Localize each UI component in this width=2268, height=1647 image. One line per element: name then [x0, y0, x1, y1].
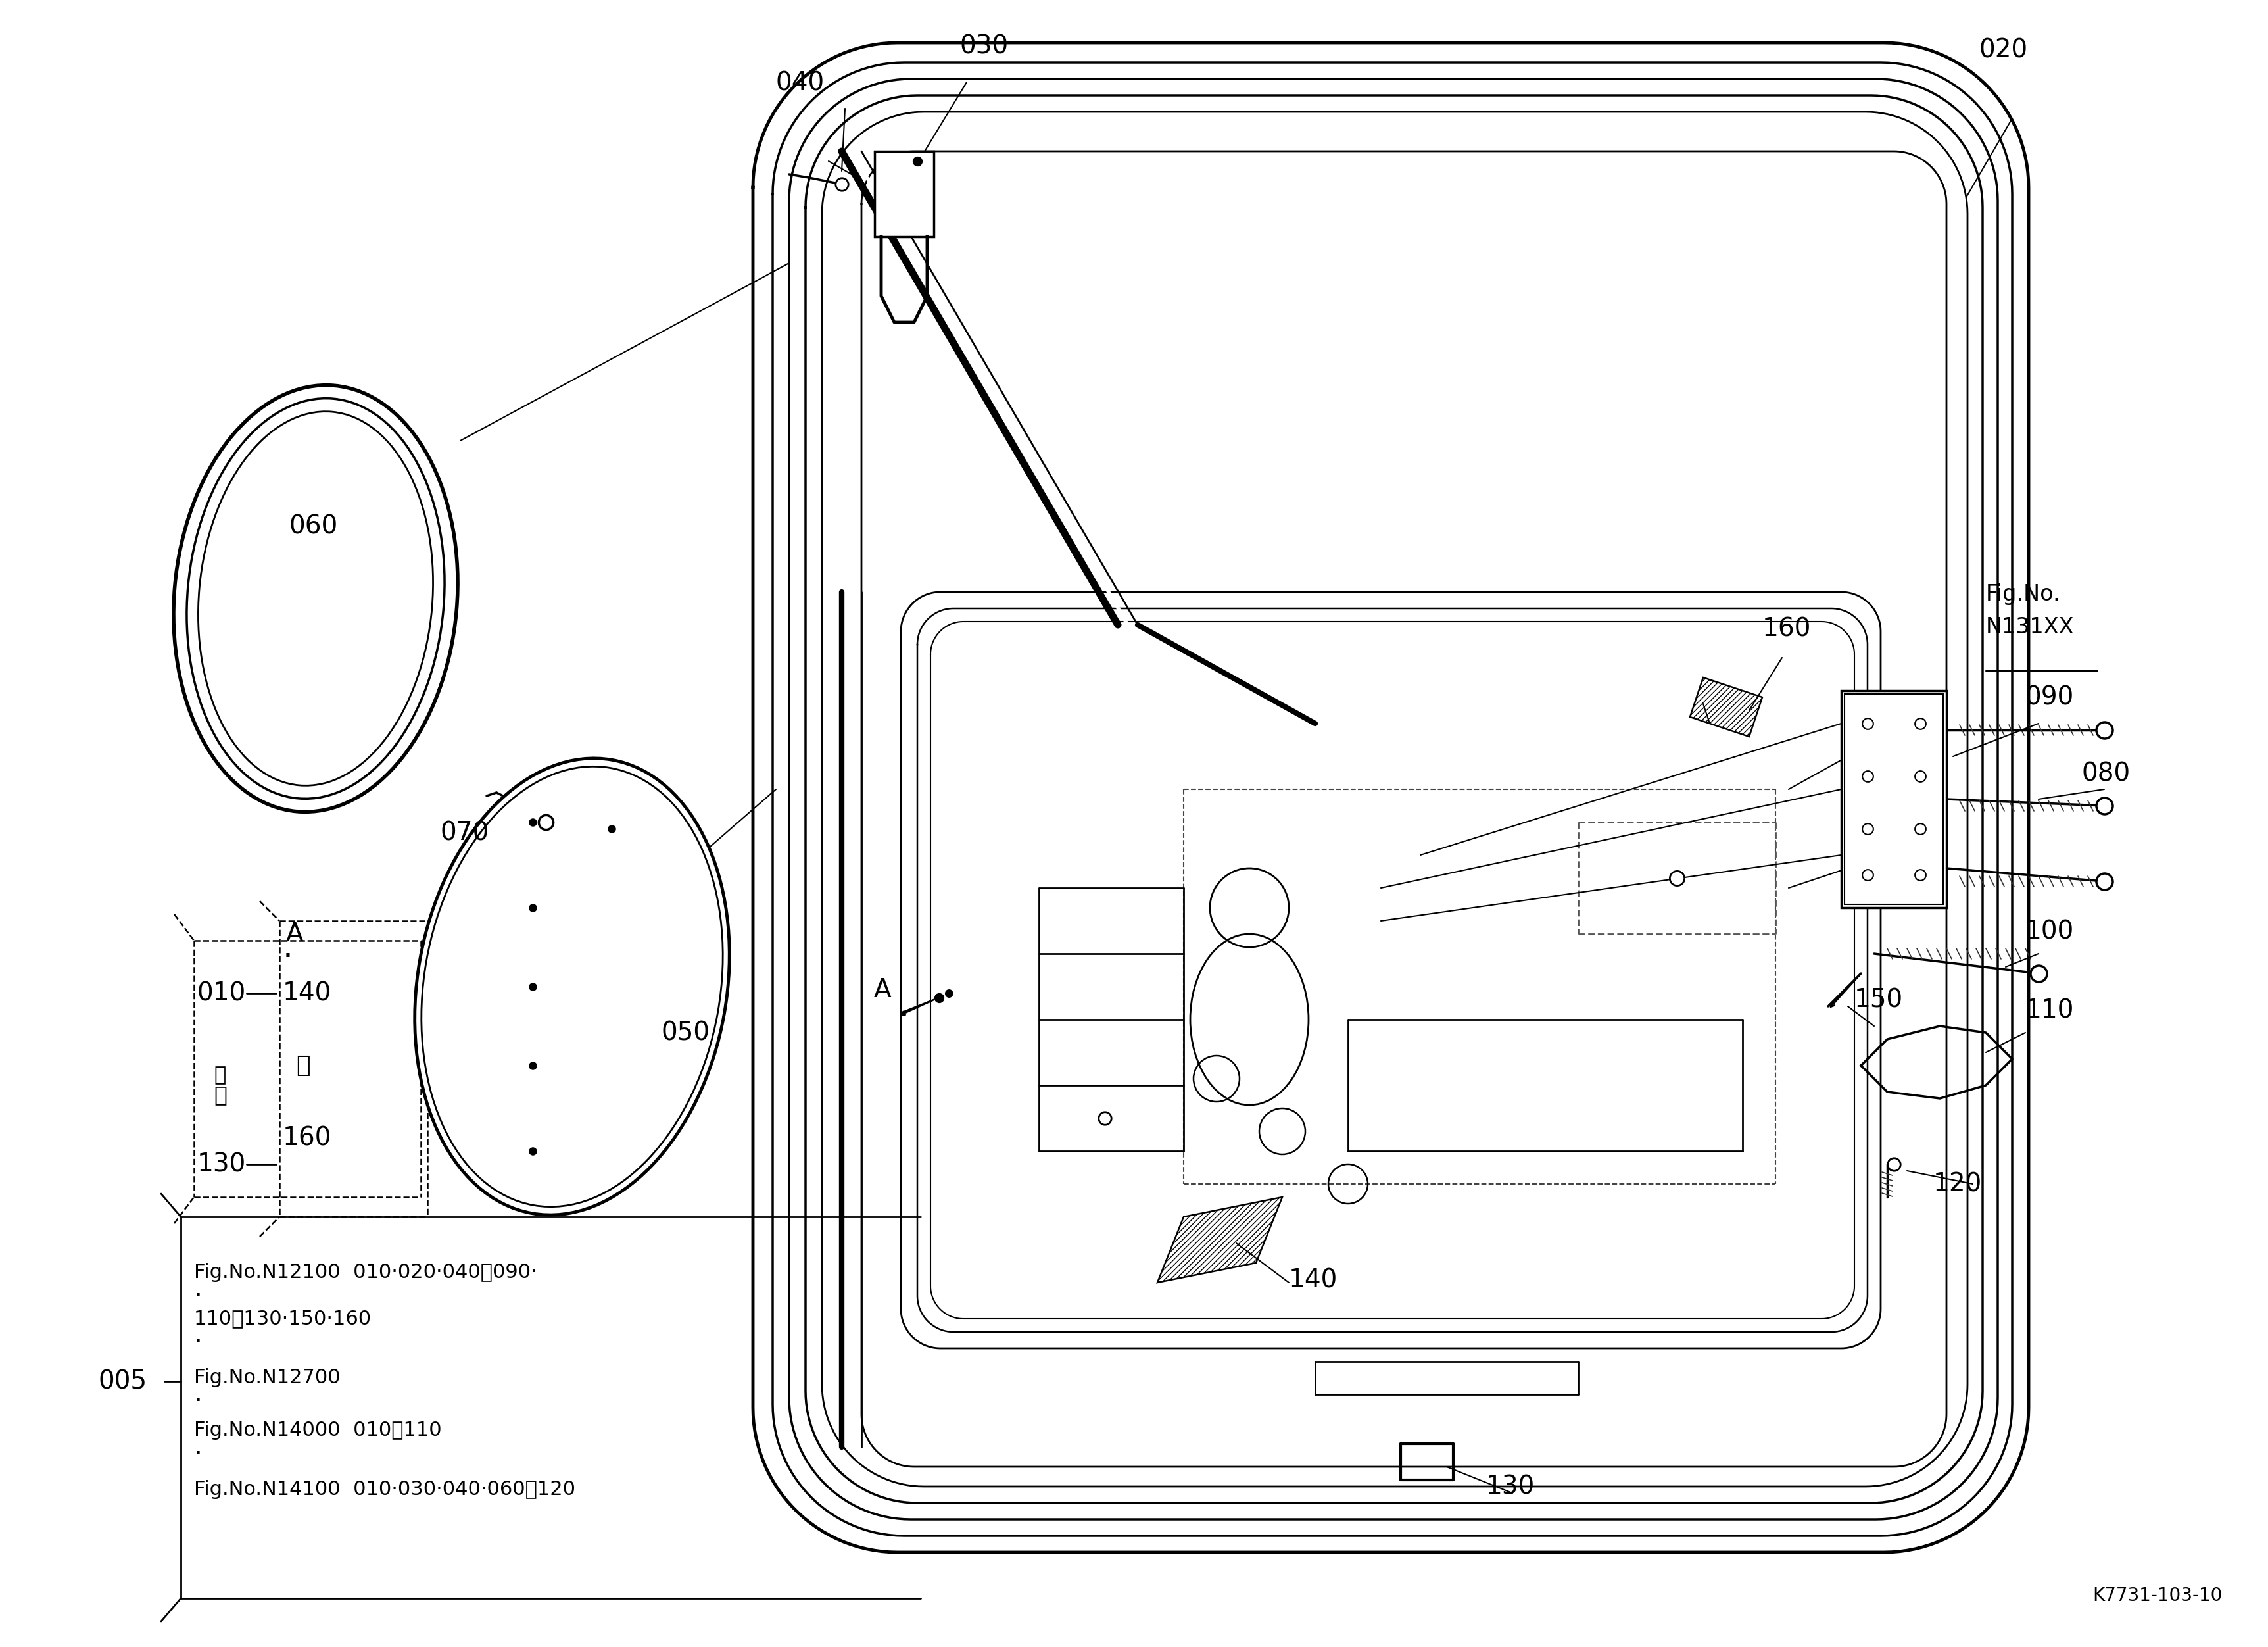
Polygon shape — [1862, 1026, 2012, 1099]
Text: 030: 030 — [959, 35, 1009, 59]
Text: 〇: 〇 — [213, 1066, 227, 1085]
Text: 120: 120 — [1932, 1173, 1982, 1197]
Text: 090: 090 — [2025, 685, 2075, 710]
Text: Fig.No.: Fig.No. — [1987, 583, 2062, 604]
Text: K7731-103-10: K7731-103-10 — [2093, 1586, 2223, 1604]
Text: Fig.No.N12700: Fig.No.N12700 — [195, 1369, 340, 1387]
Text: ·: · — [195, 1285, 202, 1308]
Text: 110～130·150·160: 110～130·150·160 — [195, 1309, 372, 1327]
Text: ·: · — [195, 1331, 202, 1352]
Text: 010: 010 — [197, 980, 247, 1006]
Text: 100: 100 — [2025, 919, 2075, 944]
Text: 130: 130 — [1486, 1474, 1535, 1500]
Text: 160: 160 — [284, 1125, 331, 1150]
Text: A: A — [286, 922, 304, 947]
Text: 140: 140 — [1288, 1268, 1338, 1293]
Text: 060: 060 — [290, 514, 338, 539]
Text: 130: 130 — [197, 1151, 247, 1176]
Ellipse shape — [175, 385, 458, 812]
Text: Fig.No.N12100  010·020·040～090·: Fig.No.N12100 010·020·040～090· — [195, 1263, 538, 1281]
Text: 070: 070 — [440, 820, 490, 845]
Text: 005: 005 — [98, 1369, 147, 1393]
Bar — [1842, 690, 1946, 907]
Text: N131XX: N131XX — [1987, 616, 2075, 637]
Text: 040: 040 — [776, 71, 826, 96]
Text: 050: 050 — [660, 1021, 710, 1046]
Text: 150: 150 — [1855, 988, 1903, 1013]
Text: 140: 140 — [284, 980, 331, 1006]
Text: Fig.No.N14100  010·030·040·060～120: Fig.No.N14100 010·030·040·060～120 — [195, 1481, 576, 1499]
Text: 020: 020 — [1980, 38, 2028, 63]
Text: ·: · — [284, 940, 293, 973]
Text: A: A — [873, 977, 891, 1003]
Ellipse shape — [415, 758, 730, 1215]
Text: ·: · — [195, 1443, 202, 1464]
Text: 〜: 〜 — [295, 1054, 311, 1077]
Text: 080: 080 — [2082, 761, 2130, 786]
Text: 110: 110 — [2025, 998, 2075, 1023]
Text: ●: ● — [943, 987, 953, 1000]
Bar — [875, 152, 934, 237]
Bar — [1844, 693, 1944, 904]
Text: 〜: 〜 — [213, 1084, 227, 1107]
Text: ·: · — [195, 1390, 202, 1411]
Text: Fig.No.N14000  010～110: Fig.No.N14000 010～110 — [195, 1421, 442, 1439]
Text: 160: 160 — [1762, 616, 1812, 641]
